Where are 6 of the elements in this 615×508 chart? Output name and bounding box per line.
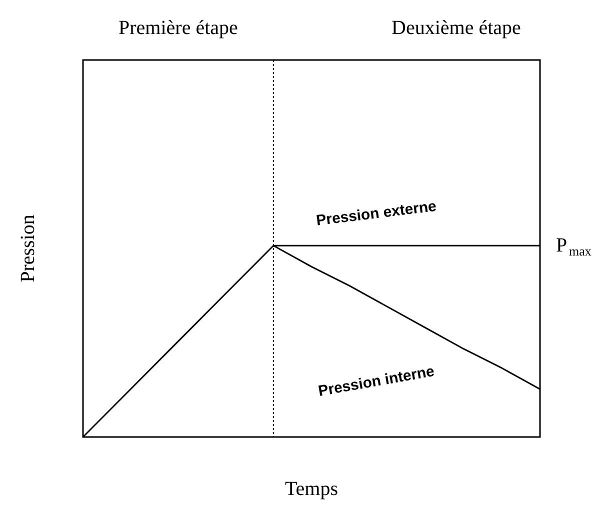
text: Deuxième étape [392,17,522,39]
x-axis-title: Temps [284,478,338,500]
text: Première étape [118,17,238,39]
text: Pression interne [316,362,436,400]
y-axis-title: Pression [17,214,39,282]
text: Pression externe [315,198,438,230]
